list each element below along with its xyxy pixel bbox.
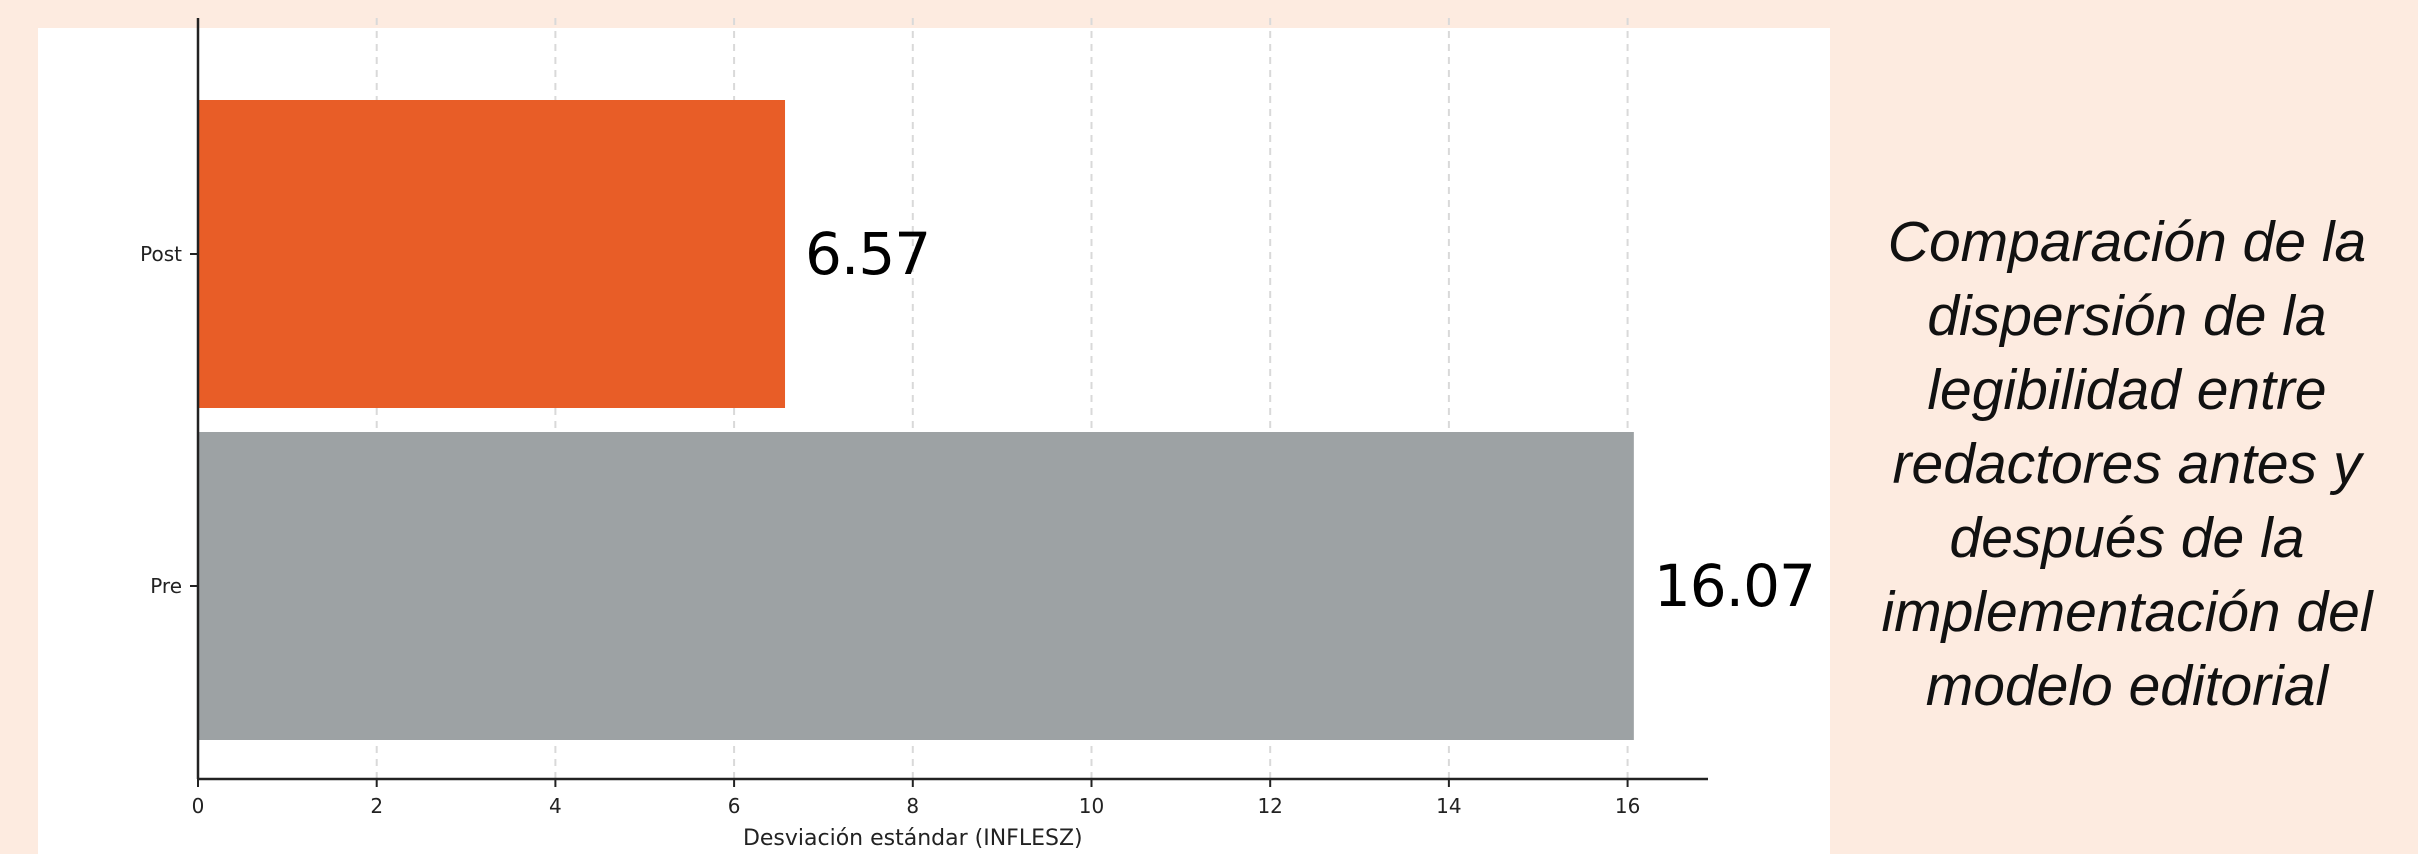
bars: [198, 100, 1634, 740]
x-tick-label-0: 0: [192, 794, 205, 818]
x-tick-label-8: 8: [906, 794, 919, 818]
x-tick-label-2: 2: [370, 794, 383, 818]
x-tick-label-6: 6: [728, 794, 741, 818]
labels: 16.07 Pre 6.57 Post 0 2 4 6 8 10 12 14 16 Desviación …: [140, 220, 1816, 851]
bar-post: [198, 100, 786, 408]
y-tick-label-post: Post: [140, 242, 182, 266]
x-tick-label-14: 14: [1436, 794, 1461, 818]
chart-caption: Comparación de la dispersión de la legib…: [1881, 210, 2373, 718]
data-label-pre: 16.07: [1654, 552, 1815, 620]
y-tick-label-pre: Pre: [150, 574, 182, 598]
x-tick-label-4: 4: [549, 794, 562, 818]
bar-pre: [198, 432, 1634, 740]
x-axis-title: Desviación estándar (INFLESZ): [743, 826, 1083, 851]
data-label-post: 6.57: [805, 220, 930, 288]
x-tick-label-10: 10: [1079, 794, 1104, 818]
x-tick-label-16: 16: [1615, 794, 1640, 818]
bar-chart: 16.07 Pre 6.57 Post 0 2 4 6 8 10 12 14 16 Desviación …: [140, 18, 1816, 851]
x-tick-label-12: 12: [1257, 794, 1282, 818]
chart-panel: 16.07 Pre 6.57 Post 0 2 4 6 8 10 12 14 16 Desviación …: [38, 18, 1830, 854]
axes: [190, 18, 1708, 787]
